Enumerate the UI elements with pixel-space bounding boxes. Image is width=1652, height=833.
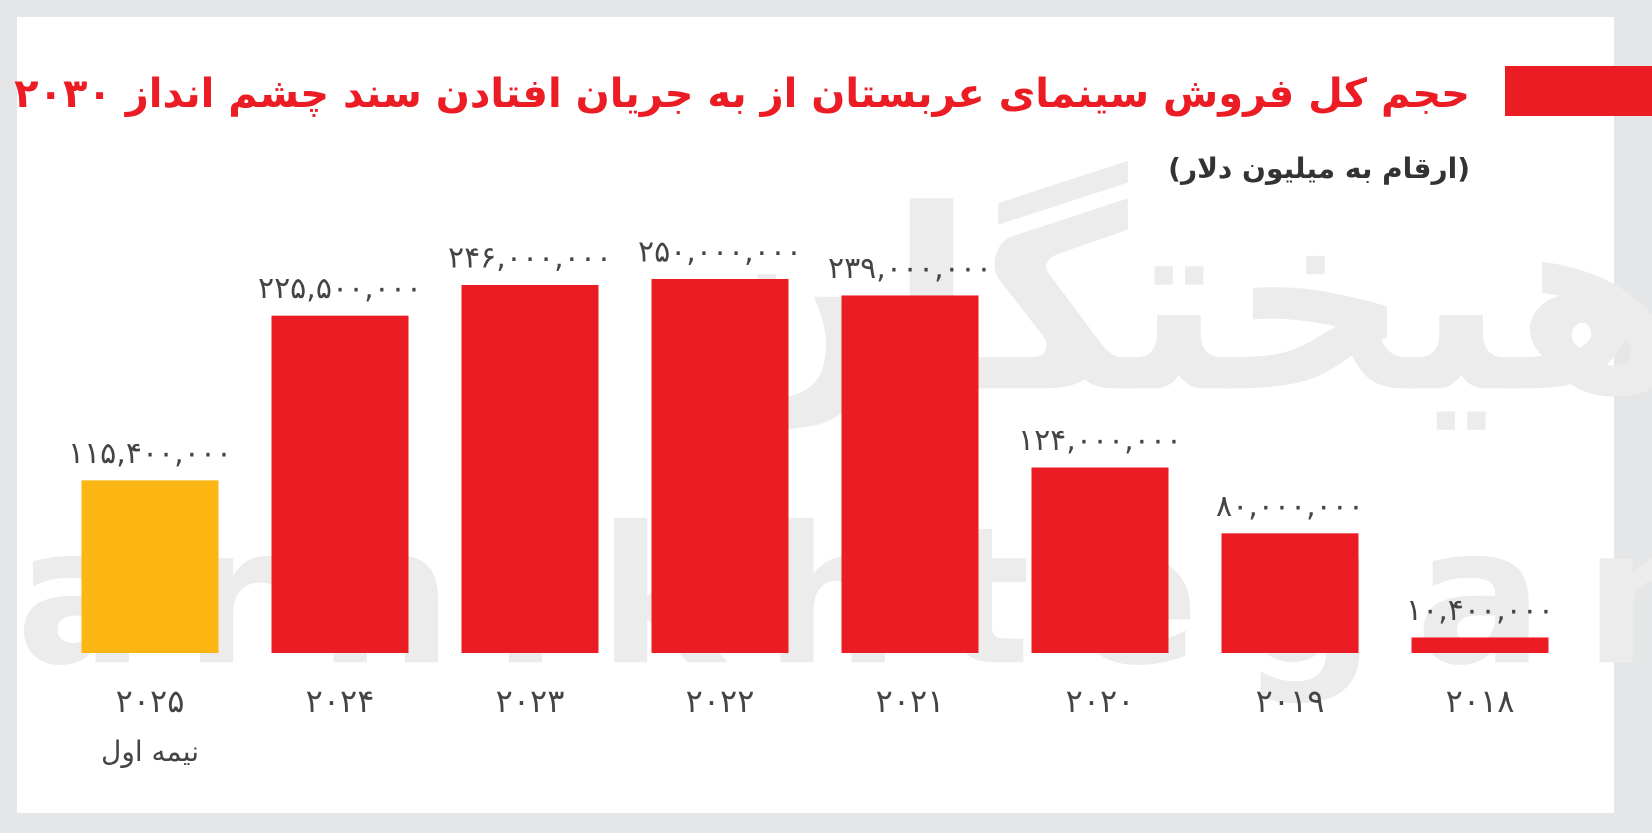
value-label: ۱۲۴,۰۰۰,۰۰۰ bbox=[1018, 423, 1182, 458]
x-tick-label: ۲۰۲۰ bbox=[1066, 682, 1135, 720]
bar bbox=[271, 315, 409, 653]
bar bbox=[81, 480, 219, 653]
bar bbox=[1031, 467, 1169, 653]
watermark-fa: فرهیختگان bbox=[675, 156, 1652, 449]
category-note: نیمه اول bbox=[101, 735, 199, 768]
x-tick-label: ۲۰۱۹ bbox=[1256, 682, 1325, 720]
bar bbox=[461, 284, 599, 653]
chart-subtitle: (ارقام به میلیون دلار) bbox=[1168, 152, 1470, 185]
x-tick-label: ۲۰۲۵ bbox=[116, 682, 185, 720]
title-accent bbox=[1505, 66, 1652, 116]
bar bbox=[651, 279, 789, 653]
value-label: ۲۳۹,۰۰۰,۰۰۰ bbox=[828, 251, 992, 286]
bar bbox=[1411, 637, 1549, 653]
x-tick-label: ۲۰۲۳ bbox=[496, 682, 565, 720]
chart-title: حجم کل فروش سینمای عربستان از به جریان ا… bbox=[14, 71, 1470, 117]
x-tick-label: ۲۰۱۸ bbox=[1446, 682, 1515, 720]
watermark: farhikhtegan bbox=[0, 486, 1652, 707]
value-label: ۱۰,۴۰۰,۰۰۰ bbox=[1406, 593, 1554, 628]
x-tick-label: ۲۰۲۴ bbox=[306, 682, 375, 720]
x-tick-label: ۲۰۲۲ bbox=[686, 682, 755, 720]
value-label: ۲۴۶,۰۰۰,۰۰۰ bbox=[448, 240, 612, 275]
x-tick-label: ۲۰۲۱ bbox=[876, 682, 945, 720]
value-label: ۸۰,۰۰۰,۰۰۰ bbox=[1216, 489, 1364, 524]
value-label: ۱۱۵,۴۰۰,۰۰۰ bbox=[68, 436, 232, 471]
bar bbox=[841, 295, 979, 653]
bar bbox=[1221, 533, 1359, 653]
value-label: ۲۲۵,۵۰۰,۰۰۰ bbox=[258, 271, 422, 306]
value-label: ۲۵۰,۰۰۰,۰۰۰ bbox=[638, 235, 802, 270]
